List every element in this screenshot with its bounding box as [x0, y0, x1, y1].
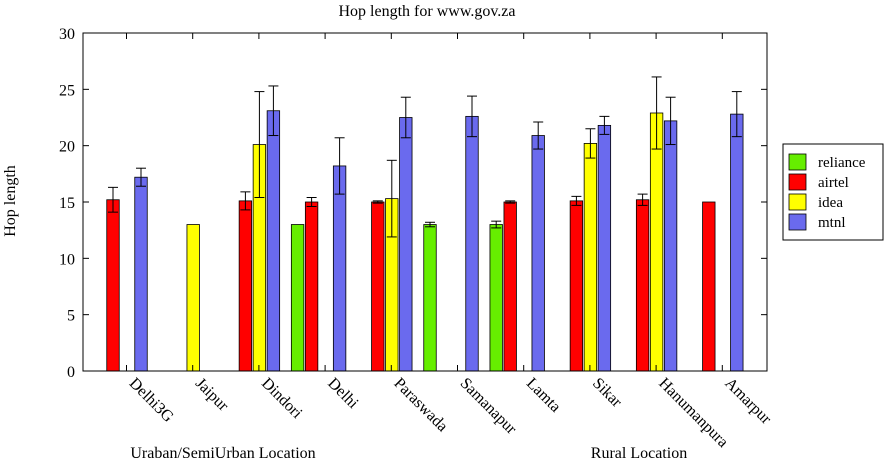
x-tick-label: Sikar — [589, 375, 625, 411]
bar-airtel — [503, 201, 517, 372]
legend: reliance airtel idea mtnl — [782, 143, 884, 241]
y-tick-label: 20 — [59, 139, 75, 156]
bar-mtnl — [266, 110, 281, 372]
bar-mtnl — [531, 135, 545, 372]
chart-title: Hop length for www.gov.za — [339, 3, 516, 20]
legend-label-airtel: airtel — [818, 175, 849, 191]
x-tick-label: Hanumanpura — [655, 375, 731, 451]
x-tick-label: Samanapur — [457, 375, 520, 438]
legend-label-idea: idea — [818, 195, 843, 211]
x-tick-label: Amarpur — [721, 375, 774, 428]
bar-mtnl — [597, 124, 612, 372]
y-tick-label: 10 — [59, 251, 75, 268]
y-tick-label: 0 — [67, 364, 75, 381]
legend-swatch-idea — [788, 193, 807, 211]
bar-reliance — [290, 224, 305, 372]
bar-idea — [649, 112, 664, 372]
bar-idea — [583, 143, 598, 372]
x-tick-label: Jaipur — [192, 375, 232, 415]
y-axis: 0 5 10 15 20 25 30 — [59, 26, 767, 381]
bar-reliance — [489, 224, 503, 372]
group-label-urban: Uraban/SemiUrban Location — [130, 445, 315, 462]
y-tick-label: 15 — [59, 195, 75, 212]
bar-airtel — [304, 201, 319, 372]
error-bars-layer — [108, 76, 742, 238]
bars-layer — [106, 110, 744, 372]
y-axis-label: Hop length — [2, 165, 19, 237]
x-tick-label: Dindori — [258, 375, 306, 423]
bar-airtel — [702, 201, 716, 372]
legend-label-reliance: reliance — [818, 155, 866, 171]
bar-mtnl — [730, 113, 744, 372]
x-tick-label: Delhi — [324, 375, 362, 413]
bar-reliance — [423, 224, 437, 372]
y-tick-label: 30 — [59, 26, 75, 43]
bar-idea — [186, 224, 200, 372]
bar-mtnl — [663, 120, 678, 372]
x-tick-label: Paraswada — [390, 375, 450, 435]
group-label-rural: Rural Location — [591, 445, 687, 462]
bar-mtnl — [332, 165, 347, 372]
bar-airtel — [569, 200, 584, 372]
bar-airtel — [238, 200, 253, 372]
x-axis: Delhi3G Jaipur Dindori Delhi Paraswada Samana… — [126, 33, 775, 451]
legend-swatch-reliance — [788, 153, 807, 171]
bar-airtel — [371, 201, 385, 372]
legend-swatch-airtel — [788, 173, 807, 191]
x-tick-label: Lamta — [523, 375, 564, 416]
legend-swatch-mtnl — [788, 213, 807, 231]
bar-mtnl — [399, 117, 413, 372]
y-tick-label: 25 — [59, 82, 75, 99]
legend-label-mtnl: mtnl — [818, 215, 846, 231]
bar-airtel — [635, 199, 650, 372]
bar-mtnl — [465, 115, 479, 372]
x-tick-label: Delhi3G — [126, 375, 177, 426]
bar-mtnl — [134, 176, 148, 372]
bar-airtel — [106, 199, 120, 372]
y-tick-label: 5 — [67, 308, 75, 325]
